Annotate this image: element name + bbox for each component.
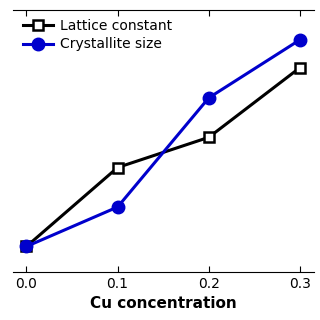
Lattice constant	[116, 165, 120, 169]
Line: Crystallite size: Crystallite size	[20, 34, 306, 253]
Lattice constant	[25, 244, 28, 248]
Legend: Lattice constant, Crystallite size: Lattice constant, Crystallite size	[20, 17, 175, 54]
X-axis label: Cu concentration: Cu concentration	[90, 296, 236, 311]
Crystallite size	[116, 205, 120, 209]
Lattice constant	[207, 135, 211, 139]
Crystallite size	[298, 38, 302, 42]
Crystallite size	[207, 96, 211, 100]
Lattice constant	[298, 66, 302, 69]
Crystallite size	[25, 244, 28, 248]
Line: Lattice constant: Lattice constant	[22, 63, 305, 251]
